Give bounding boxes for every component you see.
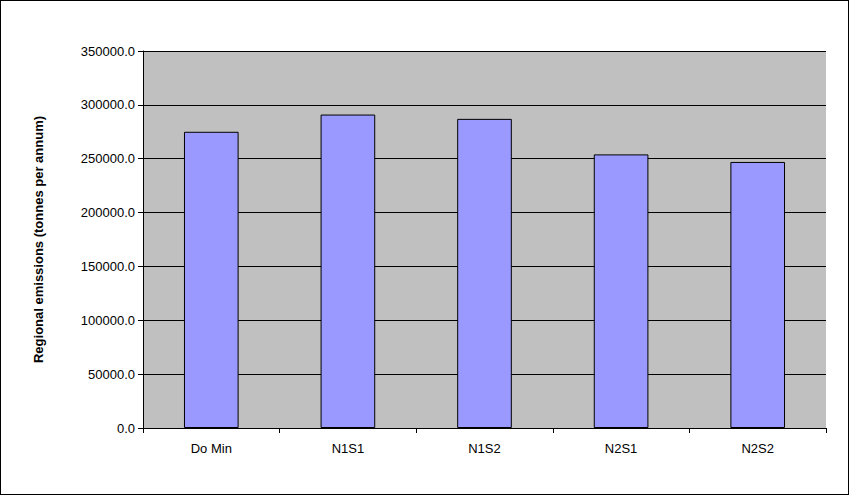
svg-text:N2S2: N2S2 [741, 441, 774, 456]
svg-text:100000.0: 100000.0 [81, 313, 135, 328]
svg-text:150000.0: 150000.0 [81, 259, 135, 274]
svg-text:350000.0: 350000.0 [81, 44, 135, 59]
svg-text:Regional emissions (tonnes per: Regional emissions (tonnes per annum) [31, 116, 46, 363]
svg-text:Do Min: Do Min [191, 441, 232, 456]
svg-text:200000.0: 200000.0 [81, 205, 135, 220]
svg-text:N2S1: N2S1 [605, 441, 638, 456]
svg-text:300000.0: 300000.0 [81, 97, 135, 112]
svg-text:50000.0: 50000.0 [88, 367, 135, 382]
svg-text:N1S1: N1S1 [332, 441, 365, 456]
svg-text:0.0: 0.0 [117, 421, 135, 436]
svg-text:N1S2: N1S2 [468, 441, 501, 456]
svg-text:250000.0: 250000.0 [81, 151, 135, 166]
